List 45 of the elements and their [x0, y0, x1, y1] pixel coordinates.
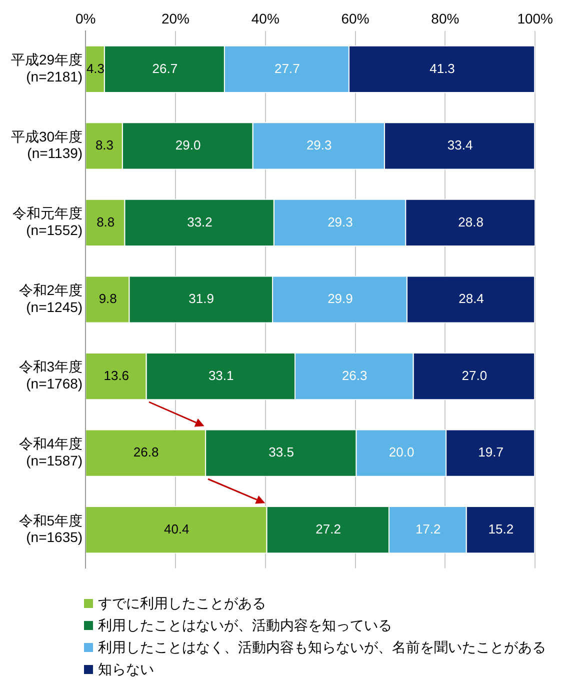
data-label: 31.9 — [188, 291, 214, 306]
data-label: 29.3 — [328, 214, 353, 230]
y-tick-label: 令和2年度 (n=1245) — [18, 282, 83, 315]
data-label: 26.8 — [133, 444, 159, 460]
data-label: 33.2 — [187, 214, 212, 230]
data-label: 29.9 — [328, 291, 353, 306]
data-label: 33.5 — [268, 444, 294, 460]
y-tick-label: 令和4年度 (n=1587) — [18, 436, 83, 468]
y-tick-label: 令和3年度 (n=1768) — [18, 358, 83, 392]
data-label: 27.7 — [274, 60, 300, 76]
x-tick-label: 0% — [75, 10, 96, 26]
data-label: 17.2 — [415, 521, 441, 536]
data-label: 40.4 — [164, 521, 190, 536]
x-tick-label: 40% — [251, 10, 280, 26]
data-label: 27.0 — [462, 368, 488, 383]
data-label: 26.3 — [342, 368, 368, 383]
data-label: 29.0 — [175, 138, 201, 153]
legend-label: すでに利用したことがある — [98, 594, 266, 613]
data-label: 8.3 — [95, 138, 114, 153]
y-tick-label: 平成30年度 (n=1139) — [10, 128, 83, 162]
data-label: 28.8 — [458, 214, 484, 230]
x-tick-label: 80% — [431, 10, 460, 26]
data-label: 15.2 — [488, 521, 514, 536]
x-tick-label: 20% — [161, 10, 190, 26]
legend-label: 利用したことはないが、活動内容を知っている — [98, 616, 392, 635]
data-label: 28.4 — [458, 291, 484, 306]
data-label: 19.7 — [478, 444, 504, 460]
y-tick-label: 平成29年度 (n=2181) — [10, 52, 83, 84]
data-label: 33.4 — [447, 138, 473, 153]
y-tick-label: 令和元年度 (n=1552) — [12, 205, 83, 238]
data-label: 4.3 — [86, 60, 105, 76]
data-label: 27.2 — [316, 521, 341, 536]
legend-label: 知らない — [98, 660, 154, 679]
data-label: 13.6 — [104, 368, 130, 383]
data-label: 8.8 — [96, 214, 115, 230]
data-label: 20.0 — [388, 444, 414, 460]
x-tick-label: 60% — [341, 10, 370, 26]
data-label: 41.3 — [430, 60, 455, 76]
y-tick-label: 令和5年度 (n=1635) — [18, 512, 83, 546]
data-label: 26.7 — [152, 60, 178, 76]
x-tick-label: 100% — [517, 10, 554, 26]
data-label: 9.8 — [98, 291, 117, 306]
data-label: 33.1 — [208, 368, 234, 383]
data-label: 29.3 — [306, 138, 332, 153]
legend-label: 利用したことはなく、活動内容も知らないが、名前を聞いたことがある — [98, 638, 546, 657]
